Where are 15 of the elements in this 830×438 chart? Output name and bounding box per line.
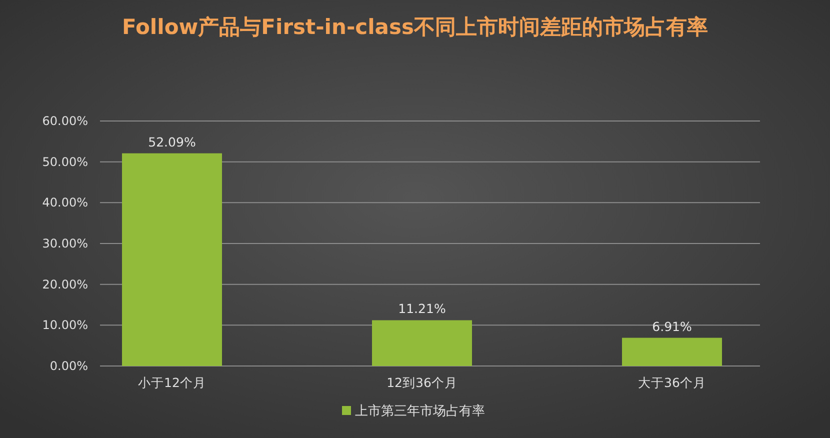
data-label: 11.21%: [398, 301, 446, 316]
y-tick-label: 50.00%: [42, 154, 88, 169]
x-tick-label: 大于36个月: [638, 375, 706, 390]
y-tick-label: 20.00%: [42, 277, 88, 292]
y-tick-label: 30.00%: [42, 236, 88, 250]
y-tick-label: 10.00%: [42, 318, 88, 332]
y-tick-label: 60.00%: [42, 114, 88, 128]
legend-label: 上市第三年市场占有率: [355, 403, 485, 419]
chart-title: Follow产品与First-in-class不同上市时间差距的市场占有率: [122, 15, 708, 39]
x-tick-label: 小于12个月: [138, 375, 206, 390]
x-tick-label: 12到36个月: [386, 375, 458, 390]
y-tick-label: 40.00%: [42, 196, 88, 210]
y-tick-label: 0.00%: [50, 359, 88, 373]
data-label: 6.91%: [652, 318, 692, 334]
data-label: 52.09%: [148, 134, 196, 150]
